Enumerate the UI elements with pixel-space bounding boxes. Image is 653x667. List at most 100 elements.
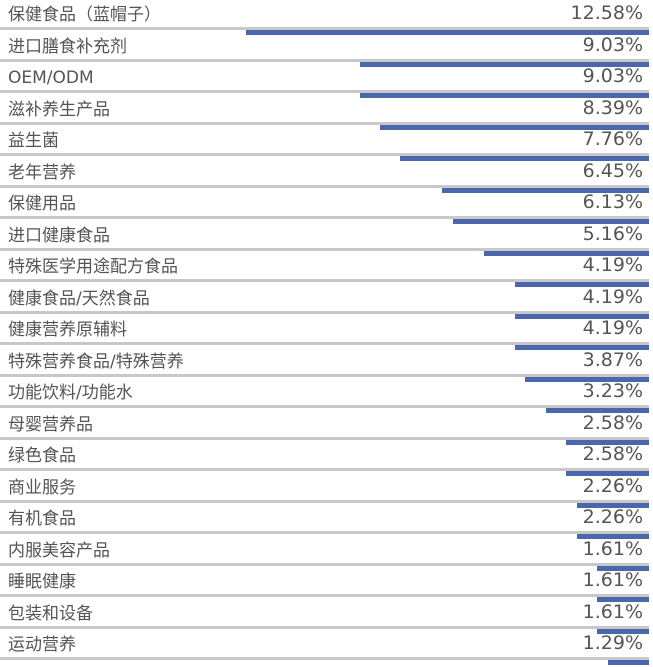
bar-track	[0, 121, 649, 125]
bar-row: 健康食品/天然食品 4.19%	[0, 285, 653, 319]
bar-track	[0, 342, 649, 345]
bar	[246, 30, 649, 35]
bar-row: 保健食品（蓝帽子） 12.58%	[0, 1, 653, 35]
bar-track	[0, 499, 649, 503]
bar	[514, 345, 649, 350]
value-label: 9.03%	[582, 33, 643, 56]
category-label: 特殊医学用途配方食品	[8, 257, 178, 277]
value-label: 8.39%	[582, 96, 643, 119]
bar-row: 内服美容产品 1.61%	[0, 537, 653, 571]
bar	[514, 313, 649, 319]
value-label: 2.26%	[582, 506, 643, 528]
bar-row: 进口膳食补充剂 9.03%	[0, 33, 653, 67]
bar	[597, 565, 649, 571]
value-label: 4.19%	[582, 285, 643, 308]
bar-row: 保健用品 6.13%	[0, 190, 653, 224]
bar-track	[0, 27, 649, 30]
category-label: 进口膳食补充剂	[8, 36, 127, 57]
category-label: 益生菌	[8, 131, 59, 151]
bar-track	[0, 373, 649, 377]
category-label: 绿色食品	[8, 446, 76, 466]
category-label: 内服美容产品	[8, 540, 110, 561]
category-label: 母婴营养品	[8, 414, 93, 435]
value-label: 2.58%	[582, 443, 643, 465]
bar-track	[0, 153, 649, 156]
value-label: 7.76%	[582, 128, 643, 150]
bar-track	[0, 625, 649, 629]
bar-track	[0, 310, 649, 314]
bar-row: 功能饮料/功能水 3.23%	[0, 379, 653, 413]
bar	[452, 219, 649, 224]
category-label: 有机食品	[8, 509, 76, 529]
bar	[359, 93, 649, 98]
bar-row: 有机食品 2.26%	[0, 505, 653, 539]
bar-track	[0, 247, 649, 251]
bar-track	[0, 531, 649, 534]
bar-track	[0, 58, 649, 62]
bar	[545, 408, 649, 413]
bar-track	[0, 405, 649, 408]
bar-row: 特殊医学用途配方食品 4.19%	[0, 253, 653, 287]
bar-row: 益生菌 7.76%	[0, 127, 653, 161]
category-label: 保健用品	[8, 194, 76, 214]
bar	[359, 61, 649, 67]
category-label: 特殊营养食品/特殊营养	[8, 351, 184, 372]
bar-row: 睡眠健康 1.61%	[0, 568, 653, 602]
bar	[380, 124, 649, 130]
value-label: 6.45%	[582, 159, 643, 182]
category-label: 保健食品（蓝帽子）	[8, 5, 161, 25]
value-label: 1.61%	[582, 569, 643, 591]
bar	[607, 660, 649, 665]
bar-track	[0, 184, 649, 188]
value-label: 4.19%	[582, 317, 643, 339]
bar-row: 运动营养 1.29%	[0, 631, 653, 665]
bar-track	[0, 216, 649, 219]
value-label: 2.58%	[582, 411, 643, 434]
bar	[483, 250, 649, 256]
bar-track	[0, 279, 649, 282]
bar-row: 进口健康食品 5.16%	[0, 222, 653, 256]
category-label: 健康营养原辅料	[8, 320, 127, 340]
bar	[525, 376, 649, 382]
bar-track	[0, 436, 649, 440]
bar-row: 商业服务 2.26%	[0, 474, 653, 508]
value-label: 5.16%	[582, 222, 643, 245]
bar-track	[0, 657, 649, 660]
bar-track	[0, 562, 649, 566]
value-label: 2.26%	[582, 474, 643, 497]
bar	[566, 439, 649, 445]
bar-track	[0, 594, 649, 597]
bar-track	[0, 90, 649, 93]
category-label: OEM/ODM	[8, 68, 94, 88]
bar-row: 老年营养 6.45%	[0, 159, 653, 193]
value-label: 3.87%	[582, 348, 643, 371]
bar-row: OEM/ODM 9.03%	[0, 64, 653, 98]
bar-track	[0, 468, 649, 471]
bar	[442, 187, 649, 193]
value-label: 9.03%	[582, 65, 643, 87]
value-label: 1.29%	[582, 632, 643, 654]
bar-row: 滋补养生产品 8.39%	[0, 96, 653, 130]
category-label: 包装和设备	[8, 603, 93, 624]
value-label: 1.61%	[582, 537, 643, 560]
category-label: 商业服务	[8, 477, 76, 498]
value-label: 1.61%	[582, 600, 643, 623]
value-label: 6.13%	[582, 191, 643, 213]
bar	[400, 156, 649, 161]
bar-row: 母婴营养品 2.58%	[0, 411, 653, 445]
bar-row: 绿色食品 2.58%	[0, 442, 653, 476]
value-label: 3.23%	[582, 380, 643, 402]
category-label: 健康食品/天然食品	[8, 288, 150, 309]
bar	[576, 534, 649, 539]
value-label: 12.58%	[570, 2, 643, 24]
category-label: 功能饮料/功能水	[8, 383, 133, 403]
bar	[576, 502, 649, 508]
bar	[597, 628, 649, 634]
category-label: 滋补养生产品	[8, 99, 110, 120]
bar-row: 包装和设备 1.61%	[0, 600, 653, 634]
bar	[514, 282, 649, 287]
bar-row: 特殊营养食品/特殊营养 3.87%	[0, 348, 653, 382]
category-label: 睡眠健康	[8, 572, 76, 592]
category-label: 老年营养	[8, 162, 76, 183]
